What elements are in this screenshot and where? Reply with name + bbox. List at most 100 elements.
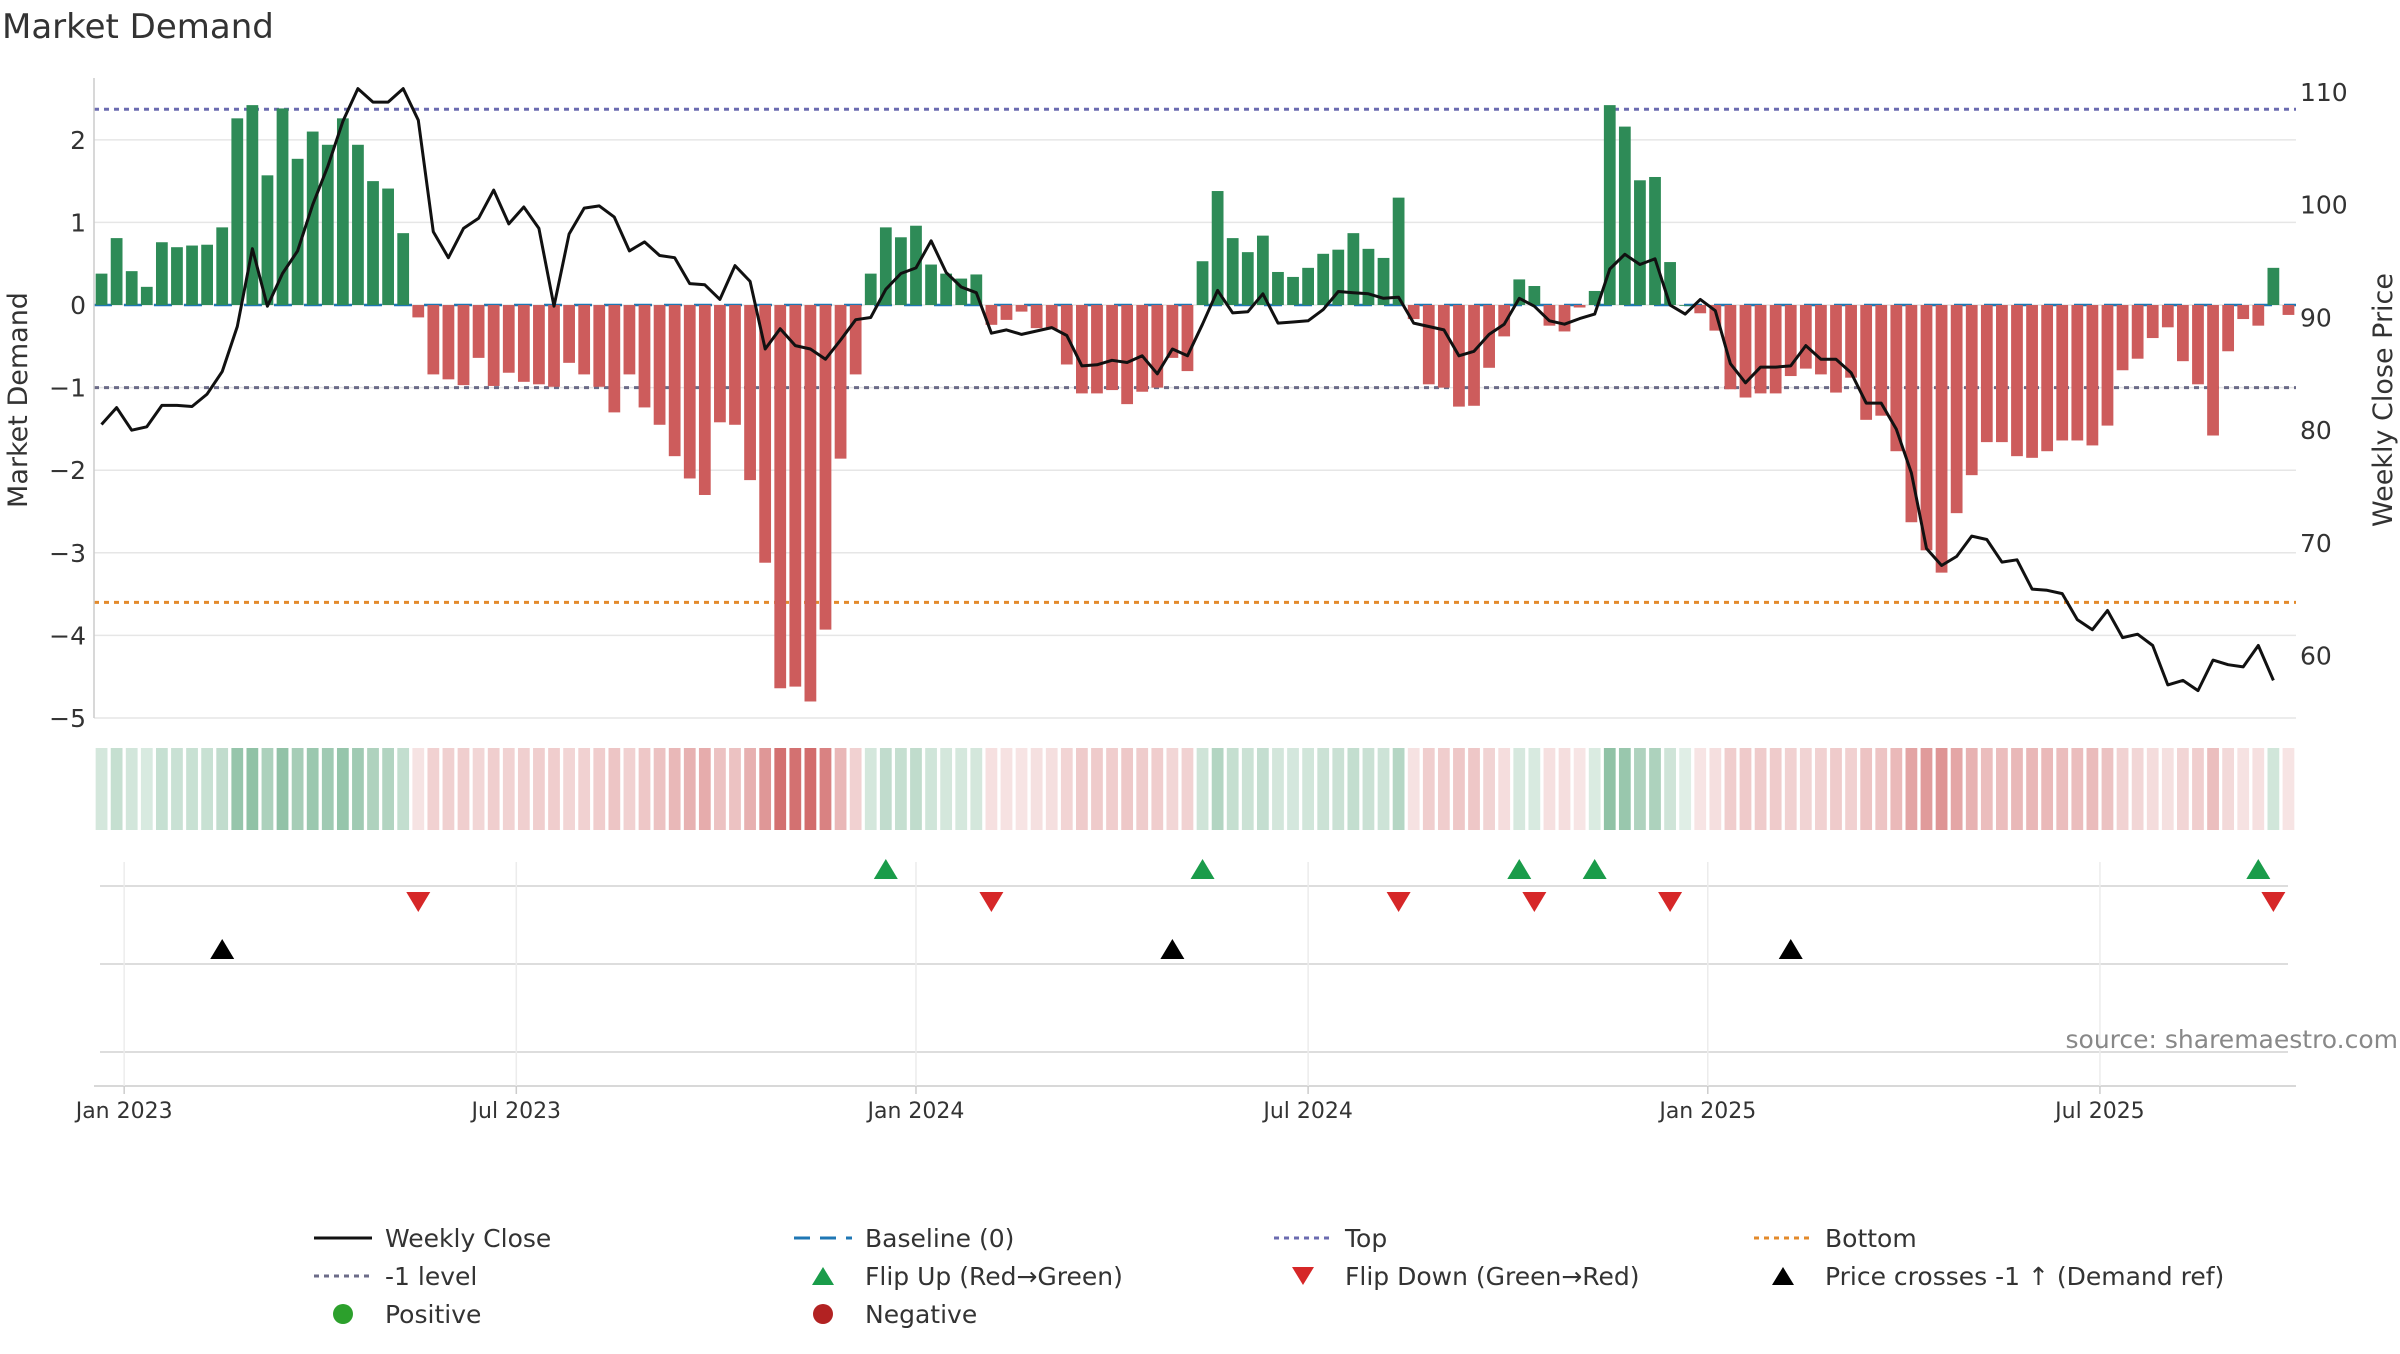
bar-negative — [427, 305, 440, 375]
heat-cell — [291, 748, 304, 830]
heat-cell — [1845, 748, 1857, 830]
heat-cell — [186, 748, 198, 830]
source-label: source: sharemaestro.com — [2066, 1025, 2399, 1054]
demand-bars — [95, 105, 2295, 702]
bar-negative — [1151, 305, 1164, 388]
x-tick-label: Jul 2024 — [1261, 1099, 1353, 1124]
bar-positive — [1272, 271, 1284, 306]
bar-negative — [834, 305, 847, 459]
heat-cell — [110, 748, 123, 830]
heat-cell — [1588, 748, 1601, 830]
heat-cell — [1950, 748, 1963, 830]
heat-cell — [1121, 748, 1134, 830]
bar-positive — [1302, 267, 1314, 306]
heat-cell — [1287, 748, 1299, 830]
heat-cell — [140, 748, 153, 830]
heat-cell — [1332, 748, 1345, 830]
bar-positive — [397, 233, 410, 306]
legend-price-cross-icon — [1772, 1267, 1794, 1285]
bar-negative — [2161, 305, 2174, 328]
heat-cell — [1076, 748, 1088, 830]
bar-negative — [1015, 305, 1028, 312]
heat-cell — [1362, 748, 1375, 830]
heat-cell — [1151, 748, 1164, 830]
heat-cell — [201, 748, 213, 830]
heat-cell — [608, 748, 621, 830]
heat-cell — [910, 748, 922, 830]
bar-negative — [1543, 305, 1556, 326]
heat-cell — [2237, 748, 2250, 830]
bar-negative — [2086, 305, 2099, 446]
y-tick-label-left: 2 — [70, 126, 86, 155]
bar-positive — [864, 273, 877, 306]
heat-cell — [382, 748, 394, 830]
bar-negative — [1769, 305, 1782, 394]
heat-cell — [457, 748, 470, 830]
heat-cell — [125, 748, 138, 830]
bar-negative — [623, 305, 636, 375]
bar-positive — [1332, 249, 1345, 306]
heat-cell — [1181, 748, 1194, 830]
heat-cell — [2026, 748, 2038, 830]
heat-cell — [1241, 748, 1254, 830]
bar-negative — [1754, 305, 1767, 394]
bar-negative — [1709, 305, 1722, 331]
heat-cell — [1513, 748, 1526, 830]
bar-negative — [789, 305, 802, 687]
bar-negative — [608, 305, 621, 413]
heat-cell — [1799, 748, 1812, 830]
x-tick-label: Jan 2024 — [866, 1099, 965, 1124]
y-axis-left-label: Market Demand — [3, 292, 34, 508]
bar-negative — [2011, 305, 2023, 457]
bar-positive — [171, 247, 183, 306]
legend-label: Price crosses -1 ↑ (Demand ref) — [1825, 1262, 2224, 1291]
bar-negative — [1694, 305, 1707, 314]
heat-cell — [864, 748, 877, 830]
bar-negative — [1573, 305, 1586, 308]
bar-negative — [714, 305, 726, 423]
bar-positive — [352, 144, 364, 306]
bar-negative — [2146, 305, 2159, 339]
heat-cell — [1920, 748, 1933, 830]
heat-cell — [533, 748, 545, 830]
bar-positive — [306, 131, 319, 306]
bar-positive — [291, 158, 304, 306]
x-tick-label: Jul 2023 — [470, 1099, 562, 1124]
bar-positive — [1679, 305, 1692, 306]
heat-cell — [1211, 748, 1224, 830]
y-tick-label-left: −3 — [49, 539, 86, 568]
bar-negative — [1422, 305, 1435, 385]
x-tick-label: Jul 2025 — [2053, 1099, 2145, 1124]
bar-negative — [1845, 305, 1857, 378]
bar-negative — [2222, 305, 2235, 352]
flip-down-marker — [1658, 892, 1683, 912]
heat-cell — [2041, 748, 2054, 830]
heat-cell — [155, 748, 168, 830]
bar-negative — [487, 305, 500, 386]
y-tick-label-right: 110 — [2300, 78, 2348, 107]
heat-cell — [804, 748, 817, 830]
bar-positive — [336, 118, 349, 306]
weekly-close-line — [100, 87, 2275, 693]
bar-negative — [1558, 305, 1571, 332]
bar-negative — [2056, 305, 2069, 441]
bar-negative — [442, 305, 455, 380]
legend-label: Flip Down (Green→Red) — [1345, 1262, 1640, 1291]
heat-cell — [638, 748, 651, 830]
flip-down-marker — [406, 892, 431, 912]
bar-negative — [1045, 305, 1058, 329]
y-tick-label-right: 90 — [2300, 303, 2332, 332]
x-tick-label: Jan 2025 — [1657, 1099, 1756, 1124]
heat-cell — [1317, 748, 1330, 830]
heat-cell — [1015, 748, 1028, 830]
bar-positive — [231, 118, 244, 306]
heat-cell — [1407, 748, 1420, 830]
bar-negative — [1920, 305, 1933, 551]
heat-cell — [1724, 748, 1737, 830]
heat-cell — [1347, 748, 1360, 830]
heat-cell — [1996, 748, 2008, 830]
heat-cell — [2282, 748, 2295, 830]
bar-negative — [744, 305, 756, 481]
bar-negative — [759, 305, 772, 563]
